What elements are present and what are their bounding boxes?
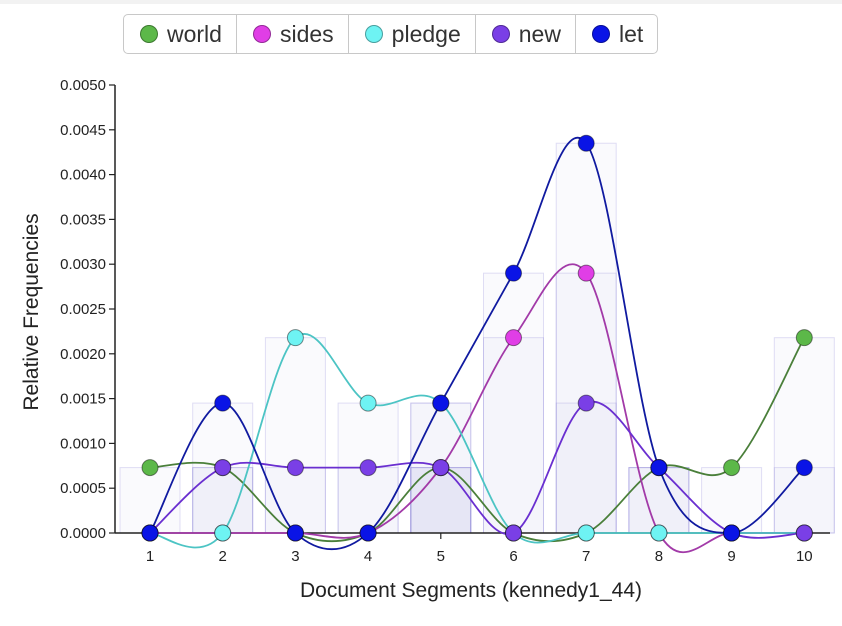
point-pledge-7[interactable] (577, 524, 595, 542)
point-let-9[interactable] (723, 524, 741, 542)
x-tick-label: 9 (727, 548, 735, 565)
y-tick-label: 0.0040 (60, 167, 106, 184)
y-tick-label: 0.0025 (60, 301, 106, 318)
point-pledge-3[interactable] (286, 329, 304, 347)
axes-layer: 0.0000 0.0005 0.0010 0.0015 0.0020 0.0025 0.00… (60, 77, 830, 565)
point-world-9[interactable] (723, 459, 741, 477)
bar-let-8 (628, 467, 690, 534)
x-tick-label: 5 (437, 548, 445, 565)
x-axis-label: Document Segments (kennedy1_44) (300, 579, 642, 602)
series-line-new (149, 400, 805, 539)
point-let-1[interactable] (141, 524, 159, 542)
legend-label-new: new (518, 20, 561, 47)
point-new-6[interactable] (505, 524, 522, 542)
point-new-3[interactable] (286, 459, 304, 477)
point-new-5[interactable] (432, 459, 450, 477)
bar-new-4 (337, 467, 399, 534)
point-let-10[interactable] (795, 459, 813, 477)
y-tick-label: 0.0035 (60, 211, 106, 228)
x-tick-label: 3 (291, 548, 299, 565)
y-tick-label: 0.0050 (60, 77, 106, 94)
point-let-8[interactable] (650, 459, 668, 477)
y-tick-label: 0.0030 (60, 256, 106, 273)
point-pledge-4[interactable] (359, 394, 377, 412)
point-let-7[interactable] (577, 134, 595, 152)
top-strip (0, 0, 842, 4)
y-tick-label: 0.0045 (60, 122, 106, 139)
legend-label-let: let (618, 20, 644, 47)
x-tick-label: 4 (364, 548, 372, 565)
legend-swatch-let (591, 25, 610, 43)
legend-item-let[interactable]: let (576, 15, 657, 53)
legend-label-pledge: pledge (391, 20, 461, 47)
legend-label-sides: sides (279, 20, 334, 47)
series-line-let (149, 136, 805, 551)
bar-let-10 (773, 467, 835, 534)
point-pledge-8[interactable] (650, 524, 668, 542)
x-tick-label: 8 (655, 548, 663, 565)
legend-item-new[interactable]: new (476, 15, 576, 53)
legend-swatch-pledge (364, 25, 383, 43)
point-let-3[interactable] (286, 524, 304, 542)
legend-item-sides[interactable]: sides (237, 15, 349, 53)
legend-swatch-sides (252, 25, 271, 43)
point-pledge-2[interactable] (214, 524, 232, 542)
lines-layer (149, 136, 806, 554)
point-let-5[interactable] (432, 394, 450, 412)
point-let-4[interactable] (359, 524, 377, 542)
chart-legend: world sides pledge new let (123, 14, 659, 54)
x-tick-label: 10 (796, 548, 813, 565)
point-new-7[interactable] (577, 394, 595, 412)
points-layer (141, 134, 813, 542)
legend-item-world[interactable]: world (124, 15, 237, 53)
y-tick-label: 0.0000 (60, 525, 106, 542)
legend-item-pledge[interactable]: pledge (349, 15, 476, 53)
y-tick-label: 0.0010 (60, 435, 106, 452)
legend-swatch-new (491, 25, 510, 43)
point-world-1[interactable] (141, 459, 159, 477)
point-sides-6[interactable] (505, 329, 522, 347)
y-axis-label: Relative Frequencies (20, 213, 43, 410)
series-line-world (149, 337, 806, 542)
y-tick-label: 0.0005 (60, 480, 106, 497)
legend-label-world: world (167, 20, 222, 47)
bar-new-3 (264, 467, 326, 534)
y-tick-label: 0.0020 (60, 346, 106, 363)
x-tick-label: 2 (219, 548, 227, 565)
point-let-6[interactable] (505, 264, 522, 282)
bar-let-7 (555, 142, 617, 534)
point-new-4[interactable] (359, 459, 377, 477)
x-tick-label: 7 (582, 548, 590, 565)
y-tick-label: 0.0015 (60, 391, 106, 408)
x-tick-label: 1 (146, 548, 154, 565)
point-new-2[interactable] (214, 459, 232, 477)
legend-swatch-world (140, 25, 158, 43)
point-let-2[interactable] (214, 394, 232, 412)
point-new-10[interactable] (795, 524, 813, 542)
point-sides-7[interactable] (577, 264, 595, 282)
point-world-10[interactable] (795, 329, 813, 347)
x-tick-label: 6 (509, 548, 517, 565)
series-line-pledge (149, 333, 805, 549)
bar-world-1 (119, 467, 181, 534)
